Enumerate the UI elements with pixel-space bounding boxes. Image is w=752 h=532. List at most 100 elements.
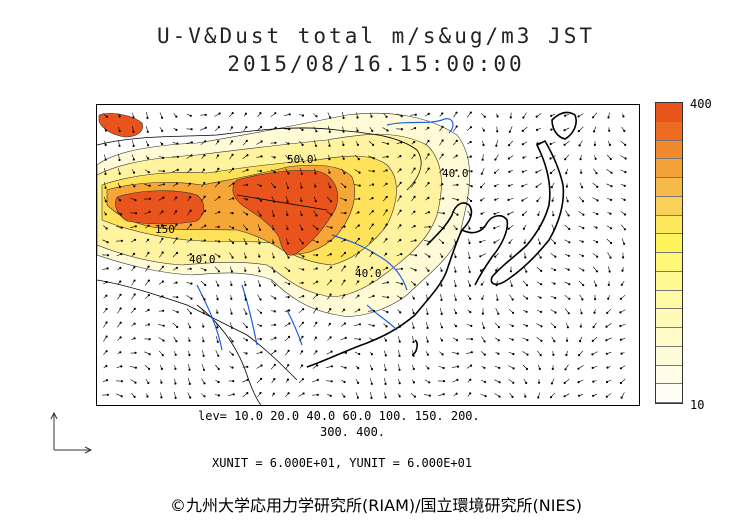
wind-vector-head — [357, 294, 360, 297]
wind-vector-head — [398, 340, 401, 343]
wind-vector-head — [470, 199, 473, 203]
wind-vector-head — [521, 213, 525, 216]
wind-vector-head — [413, 210, 416, 213]
wind-vector-head — [482, 326, 486, 329]
wind-vector-head — [202, 368, 206, 371]
wind-vector-head — [105, 379, 109, 382]
colorbar-segment — [656, 178, 682, 197]
wind-vector-head — [606, 311, 609, 314]
wind-vector-head — [246, 392, 249, 395]
wind-vector-head — [204, 126, 207, 129]
wind-vector-head — [134, 351, 137, 354]
wind-vector-head — [217, 394, 220, 397]
wind-vector-head — [440, 269, 443, 272]
wind-vector-head — [523, 241, 526, 244]
wind-vector-head — [118, 185, 122, 188]
wind-vector-head — [371, 237, 374, 240]
wind-vector-head — [232, 167, 235, 171]
wind-vector-head — [553, 268, 557, 272]
wind-vector-head — [258, 228, 262, 231]
wind-vector-head — [357, 157, 360, 161]
wind-vector-head — [162, 170, 165, 173]
contour-levels-line2: 300. 400. — [320, 425, 386, 439]
wind-vector-head — [300, 199, 303, 202]
wind-vector-head — [315, 321, 318, 324]
wind-vector-head — [582, 269, 585, 272]
wind-vector-head — [300, 172, 303, 175]
wind-vector-head — [412, 326, 415, 329]
wind-vector-head — [273, 310, 276, 313]
wind-vector-head — [371, 251, 374, 254]
wind-vector-head — [273, 323, 277, 326]
wind-vector-head — [286, 378, 289, 381]
wind-vector-head — [609, 198, 613, 201]
wind-vector-head — [605, 395, 608, 398]
wind-vector-head — [591, 353, 594, 356]
wind-vector-head — [386, 129, 389, 132]
wind-vector-head — [259, 338, 262, 341]
wind-vector-head — [540, 283, 543, 286]
wind-vector-head — [511, 324, 514, 328]
wind-vector-head — [146, 238, 150, 241]
wind-vector-head — [274, 112, 277, 115]
wind-vector-head — [623, 228, 627, 231]
wind-vector-head — [147, 171, 150, 174]
wind-vector-head — [132, 171, 136, 174]
wind-vector-head — [483, 353, 486, 356]
wind-vector-head — [386, 281, 389, 284]
wind-vector-head — [204, 113, 207, 116]
wind-vector-head — [581, 200, 585, 203]
wind-vector-head — [607, 297, 610, 300]
wind-vector-head — [619, 381, 623, 385]
wind-vector-head — [274, 336, 277, 339]
wind-vector-head — [203, 154, 206, 157]
wind-vector-head — [330, 350, 333, 353]
wind-vector-head — [553, 228, 556, 231]
wind-vector-head — [549, 171, 553, 175]
wind-vector-head — [493, 171, 497, 174]
wind-vector-head — [344, 185, 347, 188]
wind-vector-field — [101, 111, 627, 400]
wind-vector-head — [552, 353, 555, 356]
colorbar-segment — [656, 215, 682, 235]
wind-vector-head — [578, 394, 581, 397]
wind-vector-head — [427, 167, 430, 170]
wind-vector-head — [120, 365, 123, 368]
wind-vector-head — [174, 367, 177, 370]
wind-vector-head — [535, 185, 538, 188]
wind-vector-head — [148, 184, 151, 187]
wind-vector-head — [509, 255, 512, 258]
wind-vector-head — [344, 351, 348, 354]
wind-vector-head — [217, 380, 220, 384]
wind-vector-head — [414, 113, 417, 116]
wind-vector-head — [468, 256, 471, 259]
wind-vector-head — [511, 298, 514, 301]
wind-vector-head — [287, 256, 290, 259]
wind-vector-head — [414, 269, 417, 272]
wind-vector-head — [189, 396, 192, 399]
wind-vector-head — [498, 381, 501, 384]
wind-vector-head — [454, 312, 458, 315]
wind-vector-head — [189, 223, 193, 226]
vector-units: XUNIT = 6.000E+01, YUNIT = 6.000E+01 — [212, 456, 473, 470]
wind-vector-head — [412, 312, 415, 315]
wind-vector-head — [455, 392, 458, 395]
wind-vector-head — [567, 268, 570, 271]
colorbar-segment — [656, 140, 682, 160]
wind-vector-head — [399, 238, 402, 242]
wind-vector-head — [316, 227, 319, 231]
wind-vector-head — [442, 197, 445, 200]
wind-vector-head — [188, 326, 192, 329]
wind-vector-head — [385, 223, 388, 226]
wind-vector-head — [385, 195, 388, 199]
wind-vector-head — [550, 128, 553, 131]
wind-vector-head — [260, 140, 263, 143]
wind-vector-head — [161, 237, 164, 240]
wind-vector-head — [507, 157, 511, 160]
wind-vector-head — [595, 240, 599, 244]
wind-vector-head — [619, 311, 622, 314]
wind-vector-head — [217, 354, 220, 357]
wind-vector-head — [188, 339, 191, 342]
wind-vector-head — [412, 367, 415, 371]
wind-vector-head — [148, 338, 151, 341]
